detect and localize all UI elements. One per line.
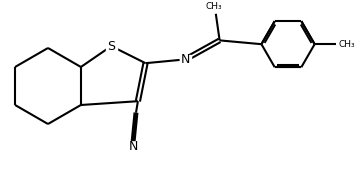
- Bar: [180, 55, 191, 64]
- Text: S: S: [107, 40, 115, 53]
- Text: CH₃: CH₃: [338, 40, 355, 49]
- Text: N: N: [181, 53, 190, 66]
- Text: N: N: [129, 140, 138, 153]
- Bar: [127, 142, 139, 152]
- Text: CH₃: CH₃: [205, 2, 222, 11]
- Bar: [106, 41, 117, 51]
